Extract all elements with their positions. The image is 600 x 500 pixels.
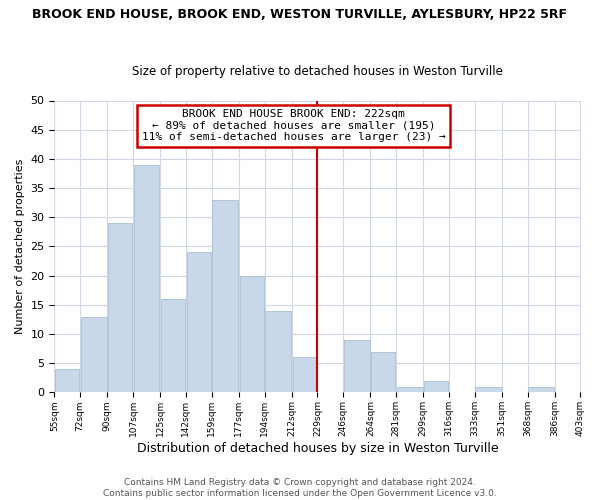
- Bar: [397, 386, 422, 392]
- Y-axis label: Number of detached properties: Number of detached properties: [15, 159, 25, 334]
- Bar: [371, 352, 395, 393]
- Bar: [212, 200, 238, 392]
- Text: Contains HM Land Registry data © Crown copyright and database right 2024.
Contai: Contains HM Land Registry data © Crown c…: [103, 478, 497, 498]
- Bar: [344, 340, 370, 392]
- Bar: [529, 386, 554, 392]
- Text: BROOK END HOUSE BROOK END: 222sqm
← 89% of detached houses are smaller (195)
11%: BROOK END HOUSE BROOK END: 222sqm ← 89% …: [142, 110, 446, 142]
- Bar: [108, 223, 132, 392]
- Title: Size of property relative to detached houses in Weston Turville: Size of property relative to detached ho…: [132, 66, 503, 78]
- Bar: [424, 381, 448, 392]
- X-axis label: Distribution of detached houses by size in Weston Turville: Distribution of detached houses by size …: [137, 442, 498, 455]
- Bar: [187, 252, 211, 392]
- Bar: [265, 310, 291, 392]
- Bar: [161, 299, 185, 392]
- Bar: [293, 358, 317, 392]
- Bar: [581, 386, 600, 392]
- Bar: [239, 276, 264, 392]
- Bar: [475, 386, 501, 392]
- Bar: [134, 164, 160, 392]
- Bar: [81, 316, 107, 392]
- Bar: [55, 369, 79, 392]
- Text: BROOK END HOUSE, BROOK END, WESTON TURVILLE, AYLESBURY, HP22 5RF: BROOK END HOUSE, BROOK END, WESTON TURVI…: [32, 8, 568, 20]
